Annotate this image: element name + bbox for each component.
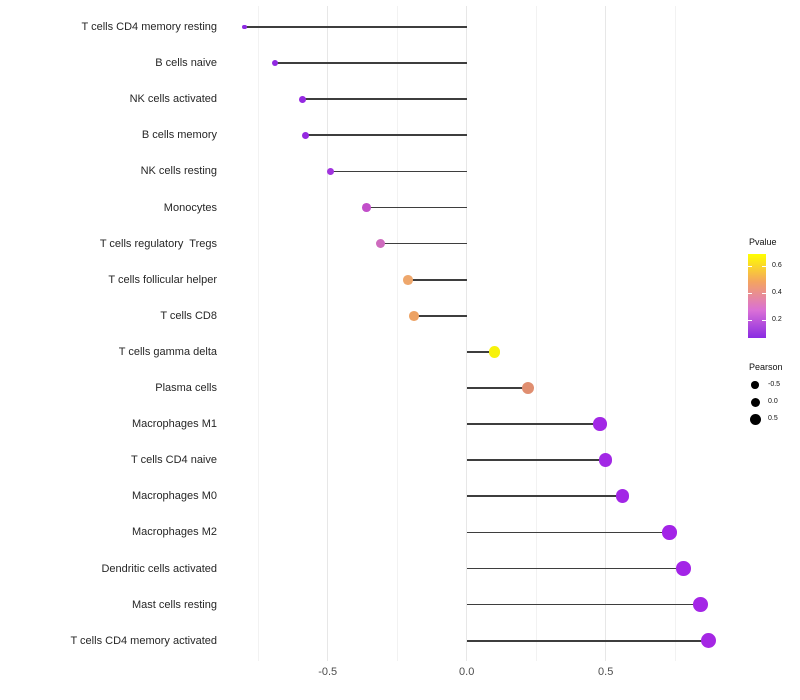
pvalue-colorbar — [748, 254, 766, 338]
y-axis-label: Macrophages M1 — [132, 418, 217, 431]
y-axis-label: T cells regulatory Tregs — [99, 237, 217, 250]
colorbar-tick — [748, 292, 752, 294]
y-axis-label: Macrophages M2 — [132, 526, 217, 539]
lollipop-stem — [466, 459, 606, 462]
pearson-legend-dot — [749, 413, 761, 425]
lollipop-stem — [413, 314, 467, 317]
lollipop-stem — [466, 423, 601, 425]
lollipop-dot — [299, 95, 307, 103]
y-axis-label: Macrophages M0 — [132, 490, 217, 503]
y-axis-label: T cells CD4 memory activated — [70, 634, 217, 647]
lollipop-stem — [274, 62, 467, 64]
pearson-legend-label: 0.0 — [768, 398, 778, 405]
lollipop-dot — [662, 525, 677, 540]
lollipop-dot — [271, 60, 278, 67]
lollipop-dot — [326, 167, 335, 176]
lollipop-dot — [692, 597, 708, 613]
colorbar-tick — [762, 292, 766, 294]
lollipop-dot — [676, 561, 691, 576]
colorbar-tick — [748, 265, 752, 267]
lollipop-dot — [241, 24, 247, 30]
lollipop-stem — [366, 206, 467, 209]
y-axis-label: T cells follicular helper — [108, 273, 217, 286]
lollipop-dot — [362, 203, 371, 212]
lollipop-dot — [488, 346, 501, 358]
y-axis-label: T cells CD4 naive — [131, 454, 217, 467]
pearson-legend-label: 0.5 — [768, 415, 778, 422]
lollipop-dot — [593, 417, 607, 431]
minor-gridline — [674, 6, 676, 661]
pearson-legend-dot — [750, 397, 760, 407]
major-gridline — [327, 6, 329, 661]
lollipop-stem — [330, 170, 467, 173]
lollipop-dot — [521, 381, 534, 395]
major-gridline — [605, 6, 607, 661]
lollipop-dot — [376, 239, 386, 249]
y-axis-label: T cells CD4 memory resting — [81, 21, 218, 33]
lollipop-dot — [598, 453, 613, 467]
y-axis-label: Dendritic cells activated — [101, 562, 217, 575]
colorbar-tick — [762, 319, 766, 321]
y-axis-label: NK cells resting — [140, 165, 217, 178]
lollipop-stem — [466, 567, 684, 570]
y-axis-label: T cells CD8 — [160, 309, 217, 322]
lollipop-stem — [466, 603, 701, 606]
lollipop-stem — [408, 278, 467, 281]
colorbar-tick-label: 0.6 — [772, 261, 782, 269]
lollipop-stem — [466, 495, 623, 498]
lollipop-stem — [466, 531, 670, 534]
pvalue-legend-title: Pvalue — [749, 237, 777, 247]
colorbar-tick — [762, 265, 766, 267]
y-axis-label: B cells naive — [155, 57, 217, 70]
y-axis-label: Monocytes — [163, 201, 217, 214]
lollipop-stem — [302, 98, 467, 101]
lollipop-dot — [408, 310, 419, 321]
minor-gridline — [257, 6, 259, 661]
lollipop-dot — [403, 274, 414, 285]
x-tick-label: -0.5 — [318, 666, 338, 678]
lollipop-stem — [466, 639, 709, 642]
pearson-legend-title: Pearson — [749, 362, 783, 372]
colorbar-tick-label: 0.2 — [772, 315, 782, 323]
minor-gridline — [535, 6, 537, 661]
minor-gridline — [396, 6, 398, 661]
lollipop-stem — [244, 26, 467, 28]
x-tick-label: 0.0 — [459, 666, 475, 678]
pearson-legend-dot — [751, 381, 759, 389]
lollipop-dot — [701, 633, 717, 649]
major-gridline — [466, 6, 468, 661]
lollipop-dot — [615, 489, 630, 504]
lollipop-stem — [305, 134, 467, 137]
y-axis-label: Plasma cells — [155, 382, 217, 394]
pearson-legend-label: -0.5 — [768, 381, 781, 388]
lollipop-stem — [466, 351, 495, 353]
colorbar-tick-label: 0.4 — [772, 288, 782, 296]
y-axis-label: B cells memory — [141, 129, 217, 142]
y-axis-label: NK cells activated — [129, 93, 217, 106]
lollipop-dot — [301, 131, 309, 139]
lollipop-stem — [380, 242, 467, 245]
y-axis-label: T cells gamma delta — [118, 345, 217, 358]
colorbar-tick — [748, 319, 752, 321]
lollipop-stem — [466, 387, 528, 389]
y-axis-label: Mast cells resting — [132, 598, 217, 611]
x-tick-label: 0.5 — [598, 666, 614, 678]
